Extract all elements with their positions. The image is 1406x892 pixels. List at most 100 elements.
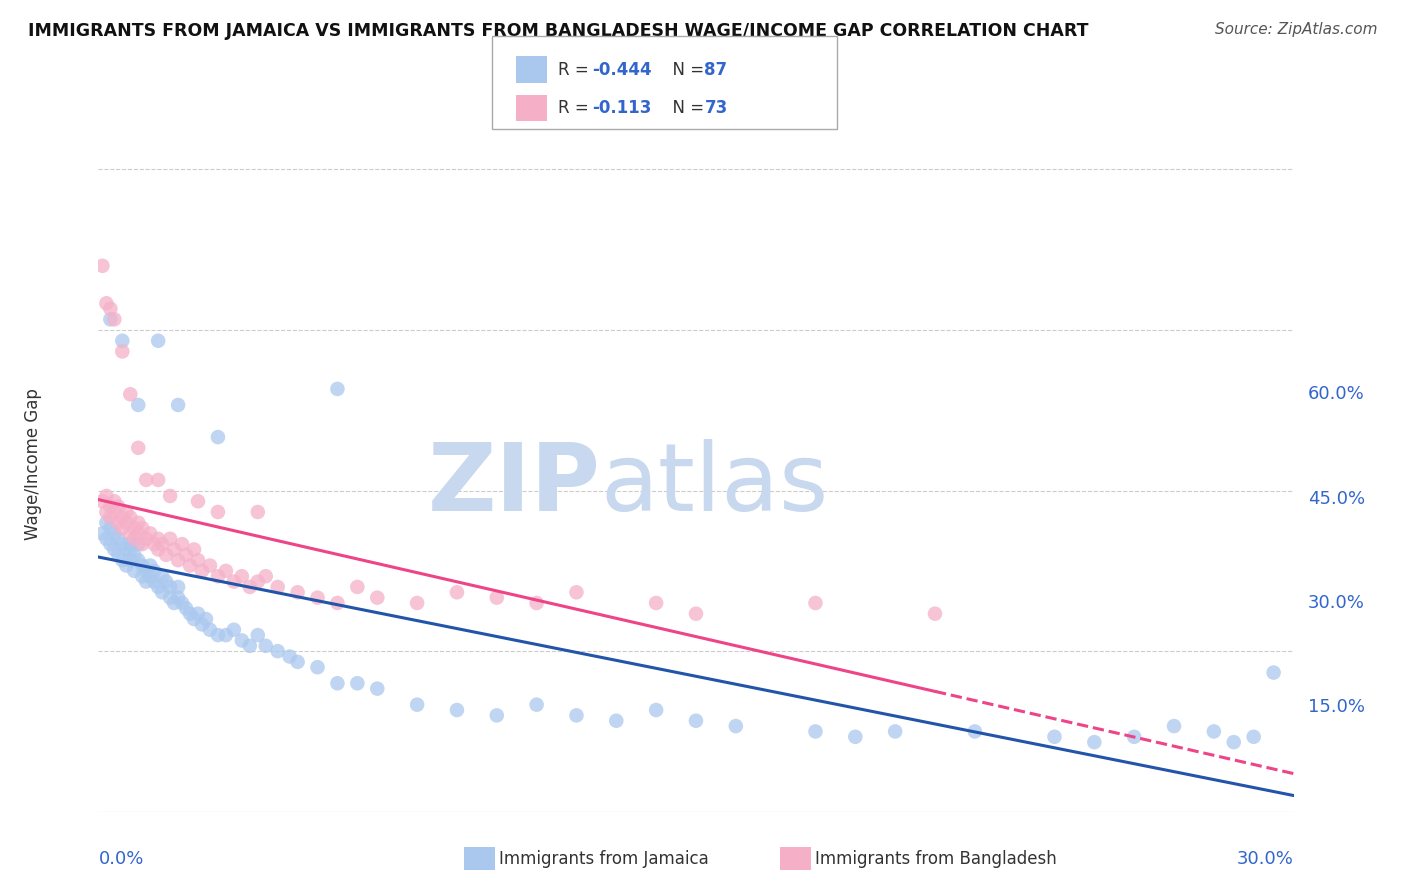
Point <box>96 516 118 530</box>
Point <box>174 548 197 562</box>
Point <box>150 585 173 599</box>
Point <box>115 542 138 557</box>
Point <box>111 521 134 535</box>
Point <box>163 596 186 610</box>
Point <box>98 521 122 535</box>
Point <box>804 724 827 739</box>
Point <box>143 537 166 551</box>
Point <box>107 516 129 530</box>
Point <box>1043 730 1066 744</box>
Point <box>884 724 907 739</box>
Point <box>98 537 122 551</box>
Text: Source: ZipAtlas.com: Source: ZipAtlas.com <box>1215 22 1378 37</box>
Point <box>120 553 142 567</box>
Text: R =: R = <box>558 61 595 78</box>
Point <box>198 558 221 573</box>
Point <box>124 564 146 578</box>
Point <box>91 526 114 541</box>
Point <box>565 708 588 723</box>
Point <box>326 382 349 396</box>
Point <box>124 548 146 562</box>
Point <box>485 708 508 723</box>
Point <box>231 569 253 583</box>
Point <box>103 494 125 508</box>
Point <box>924 607 946 621</box>
Point <box>1243 730 1265 744</box>
Point <box>167 553 190 567</box>
Point <box>1163 719 1185 733</box>
Point <box>844 730 866 744</box>
Point <box>107 532 129 546</box>
Point <box>183 542 205 557</box>
Point <box>96 532 118 546</box>
Point <box>565 585 588 599</box>
Point <box>103 526 125 541</box>
Point <box>107 548 129 562</box>
Point <box>172 596 194 610</box>
Point <box>645 703 668 717</box>
Point <box>239 580 262 594</box>
Text: atlas: atlas <box>600 439 828 531</box>
Point <box>96 296 118 310</box>
Point <box>148 542 170 557</box>
Point <box>346 676 368 690</box>
Point <box>139 558 162 573</box>
Point <box>239 639 262 653</box>
Text: 45.0%: 45.0% <box>1308 490 1365 508</box>
Text: Immigrants from Jamaica: Immigrants from Jamaica <box>499 850 709 868</box>
Point <box>135 473 157 487</box>
Point <box>1263 665 1285 680</box>
Point <box>120 526 142 541</box>
Text: -0.444: -0.444 <box>592 61 651 78</box>
Point <box>307 591 329 605</box>
Point <box>150 537 173 551</box>
Text: 73: 73 <box>704 99 728 117</box>
Text: 15.0%: 15.0% <box>1308 698 1365 716</box>
Point <box>346 580 368 594</box>
Text: ZIP: ZIP <box>427 439 600 531</box>
Point <box>366 591 388 605</box>
Point <box>111 334 134 348</box>
Point <box>366 681 388 696</box>
Point <box>98 312 122 326</box>
Point <box>191 564 214 578</box>
Point <box>111 510 134 524</box>
Text: N =: N = <box>662 99 710 117</box>
Point <box>246 505 269 519</box>
Point <box>91 494 114 508</box>
Point <box>187 607 209 621</box>
Point <box>194 612 218 626</box>
Point <box>111 553 134 567</box>
Point <box>120 537 142 551</box>
Point <box>222 623 245 637</box>
Point <box>685 714 707 728</box>
Point <box>127 441 149 455</box>
Point <box>207 569 229 583</box>
Point <box>127 537 149 551</box>
Point <box>326 596 349 610</box>
Point <box>107 500 129 514</box>
Point <box>96 505 118 519</box>
Point <box>103 505 125 519</box>
Text: 30.0%: 30.0% <box>1308 594 1365 612</box>
Point <box>254 569 277 583</box>
Point <box>172 537 194 551</box>
Point <box>267 580 290 594</box>
Point <box>1083 735 1105 749</box>
Point <box>135 532 157 546</box>
Text: Wage/Income Gap: Wage/Income Gap <box>24 388 42 540</box>
Point <box>120 510 142 524</box>
Point <box>148 580 170 594</box>
Text: 60.0%: 60.0% <box>1308 385 1365 403</box>
Point <box>198 623 221 637</box>
Point <box>183 612 205 626</box>
Point <box>191 617 214 632</box>
Point <box>155 574 177 589</box>
Point <box>685 607 707 621</box>
Point <box>135 574 157 589</box>
Text: 0.0%: 0.0% <box>98 850 143 868</box>
Point <box>139 526 162 541</box>
Point <box>124 532 146 546</box>
Point <box>326 676 349 690</box>
Point <box>148 532 170 546</box>
